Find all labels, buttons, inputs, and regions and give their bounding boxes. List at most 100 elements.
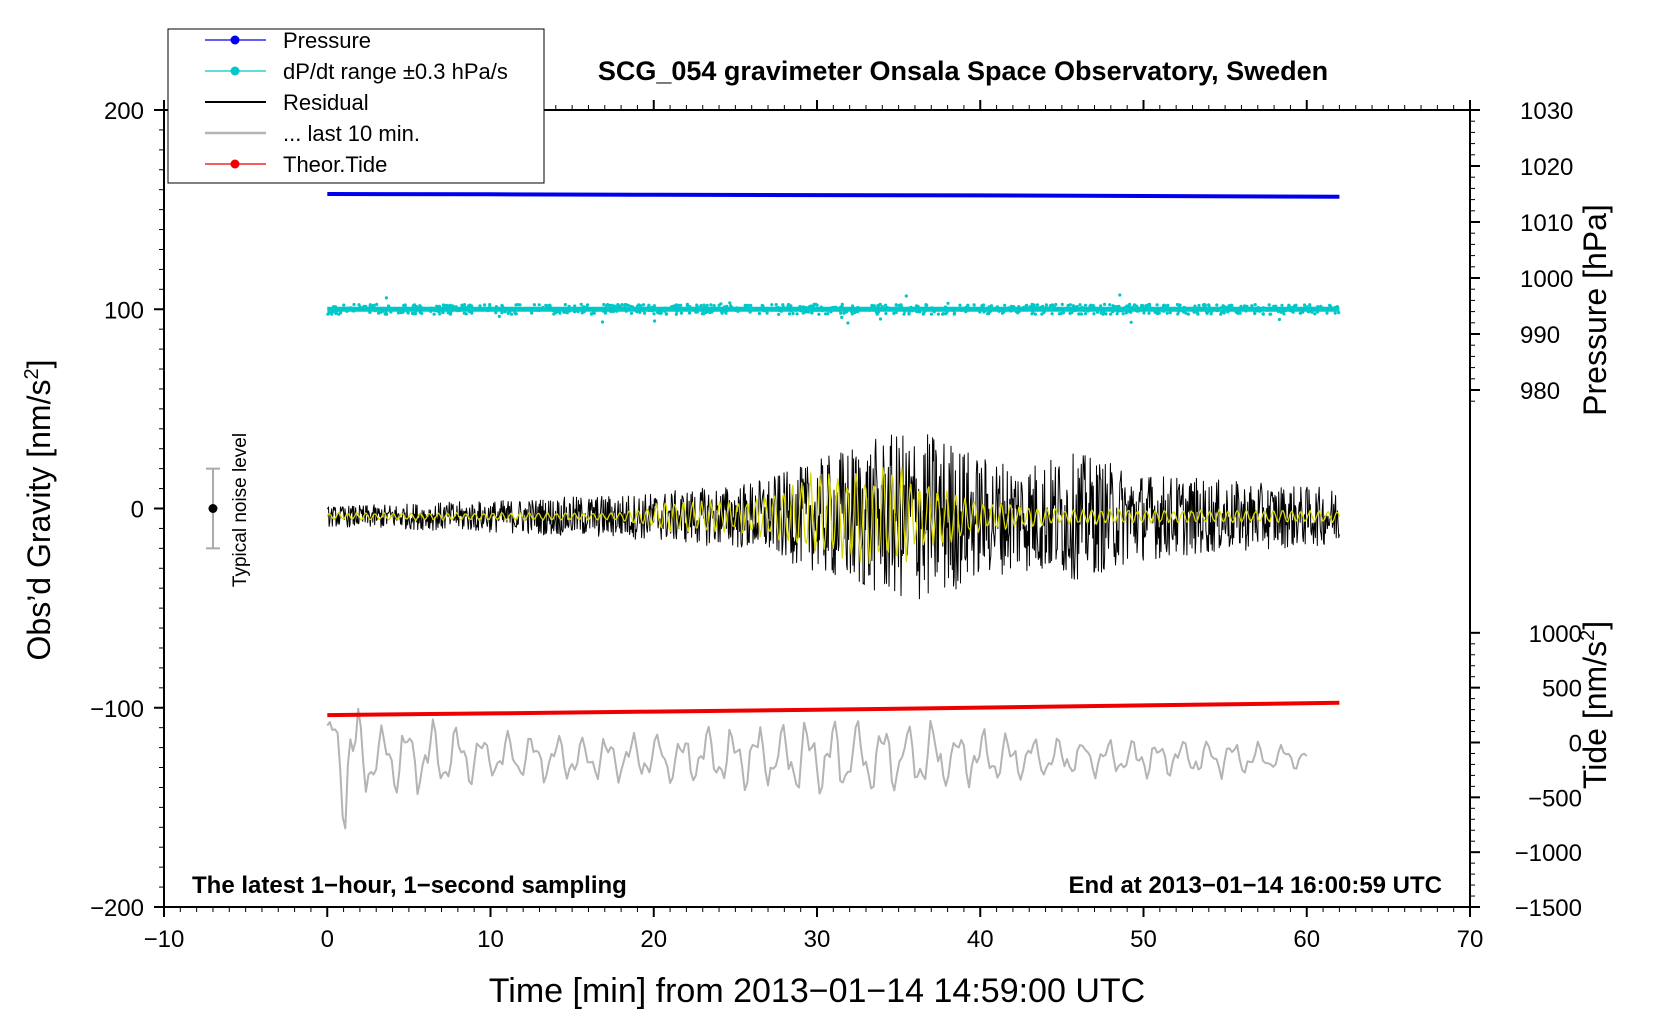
series-dp-dt-range-0-3-hpa-s-point xyxy=(964,305,968,309)
series-dp-dt-range-0-3-hpa-s-point xyxy=(358,305,362,309)
series-dp-dt-range-0-3-hpa-s-point xyxy=(1161,304,1166,308)
pressure-tick-label: 980 xyxy=(1520,378,1560,405)
series-dp-dt-range-0-3-hpa-s-point xyxy=(1030,308,1034,312)
series-dp-dt-range-0-3-hpa-s-point xyxy=(878,302,882,306)
series-dp-dt-range-0-3-hpa-s-point xyxy=(1131,305,1135,309)
series-dp-dt-range-0-3-hpa-s-point xyxy=(375,302,379,306)
x-tick-label: 10 xyxy=(477,926,504,953)
tide-axis-label: Tide [nm/s2] xyxy=(1577,621,1613,789)
series-dp-dt-range-0-3-hpa-s-point xyxy=(789,309,793,313)
series-dp-dt-range-0-3-hpa-s-point xyxy=(376,311,381,315)
series-dp-dt-range-0-3-hpa-s-point xyxy=(607,303,611,307)
series-dp-dt-range-0-3-hpa-s-point xyxy=(677,303,681,307)
series-dp-dt-range-0-3-hpa-s-point xyxy=(888,308,892,312)
series-dp-dt-range-0-3-hpa-s-point xyxy=(362,305,366,309)
series-dp-dt-range-0-3-hpa-s-points xyxy=(326,293,1341,325)
series-dp-dt-range-0-3-hpa-s-point xyxy=(1215,303,1219,307)
series-dp-dt-range-0-3-hpa-s-point xyxy=(1250,308,1254,312)
series-dp-dt-range-0-3-hpa-s-point xyxy=(999,308,1003,312)
series-dp-dt-range-0-3-hpa-s-point xyxy=(884,311,888,316)
series-dp-dt-range-0-3-hpa-s-point xyxy=(615,309,619,313)
series-dp-dt-range-0-3-hpa-s-point xyxy=(1283,309,1288,313)
series-dp-dt-range-0-3-hpa-s-point xyxy=(656,309,660,313)
series-dp-dt-range-0-3-hpa-s-point xyxy=(1314,307,1318,311)
series-dp-dt-range-0-3-hpa-s-point xyxy=(334,305,338,309)
series-dp-dt-range-0-3-hpa-s-point xyxy=(1111,304,1115,308)
series-dp-dt-range-0-3-hpa-s-point xyxy=(1335,306,1339,310)
series-dp-dt-range-0-3-hpa-s-point xyxy=(1234,310,1238,314)
series-dp-dt-range-0-3-hpa-s-point xyxy=(567,304,571,308)
series-dp-dt-range-0-3-hpa-s-point xyxy=(814,302,818,306)
series-dp-dt-range-0-3-hpa-s-point xyxy=(1183,306,1187,310)
series-dp-dt-range-0-3-hpa-s-point xyxy=(1040,312,1044,316)
annotation-bottom-right: End at 2013−01−14 16:00:59 UTC xyxy=(1068,872,1442,899)
series-dp-dt-range-0-3-hpa-s-point xyxy=(516,303,520,307)
series-dp-dt-range-0-3-hpa-s-point xyxy=(791,311,795,316)
series-dp-dt-range-0-3-hpa-s-point xyxy=(1332,306,1337,310)
annotation-bottom-left: The latest 1−hour, 1−second sampling xyxy=(192,872,627,899)
series-dp-dt-range-0-3-hpa-s-point xyxy=(899,303,903,307)
series-dp-dt-range-0-3-hpa-s-point xyxy=(787,312,792,316)
series-dp-dt-range-0-3-hpa-s-point xyxy=(1041,304,1045,308)
series-dp-dt-range-0-3-hpa-s-point xyxy=(637,303,641,307)
series-dp-dt-range-0-3-hpa-s-point xyxy=(414,309,418,313)
series-dp-dt-range-0-3-hpa-s-point xyxy=(1321,307,1325,311)
legend-item-2-label: Residual xyxy=(283,90,369,115)
series-dp-dt-range-0-3-hpa-s-point xyxy=(1269,312,1273,316)
series-dp-dt-range-0-3-hpa-s-point xyxy=(702,303,706,307)
series-dp-dt-range-0-3-hpa-s-point xyxy=(1082,308,1086,313)
series-dp-dt-range-0-3-hpa-s-point xyxy=(1184,311,1188,315)
series-dp-dt-range-0-3-hpa-s-point xyxy=(411,304,415,308)
series-dp-dt-range-0-3-hpa-s-point xyxy=(334,311,338,315)
series-dp-dt-range-0-3-hpa-s-point xyxy=(712,308,716,312)
series-dp-dt-range-0-3-hpa-s-point xyxy=(1326,308,1330,312)
series-dp-dt-range-0-3-hpa-s-point xyxy=(1277,317,1281,322)
tide-tick-label: 500 xyxy=(1542,676,1582,703)
series-dp-dt-range-0-3-hpa-s-point xyxy=(647,303,651,307)
series-dp-dt-range-0-3-hpa-s-point xyxy=(1226,310,1230,314)
series-dp-dt-range-0-3-hpa-s-point xyxy=(1141,304,1145,308)
series-dp-dt-range-0-3-hpa-s-point xyxy=(652,304,657,308)
series-dp-dt-range-0-3-hpa-s-point xyxy=(630,305,635,309)
noise-bar-center xyxy=(208,504,218,513)
legend-item-1-marker xyxy=(230,66,240,76)
series-dp-dt-range-0-3-hpa-s-point xyxy=(1182,310,1186,314)
series-dp-dt-range-0-3-hpa-s-point xyxy=(930,306,934,310)
series-dp-dt-range-0-3-hpa-s-point xyxy=(603,311,608,315)
pressure-tick-label: 990 xyxy=(1520,322,1560,349)
series-dp-dt-range-0-3-hpa-s-point xyxy=(876,304,880,308)
series-dp-dt-range-0-3-hpa-s-point xyxy=(1040,308,1044,312)
series-dp-dt-range-0-3-hpa-s-point xyxy=(1308,303,1312,307)
series-dp-dt-range-0-3-hpa-s-point xyxy=(1195,311,1199,315)
series-dp-dt-range-0-3-hpa-s-point xyxy=(920,307,924,311)
series-dp-dt-range-0-3-hpa-s-point xyxy=(462,303,467,307)
series-dp-dt-range-0-3-hpa-s-point xyxy=(443,307,447,311)
x-tick-label: 60 xyxy=(1293,926,1320,953)
series-dp-dt-range-0-3-hpa-s-point xyxy=(849,309,854,313)
series-dp-dt-range-0-3-hpa-s-point xyxy=(880,305,884,309)
series-dp-dt-range-0-3-hpa-s-point xyxy=(728,301,732,305)
series-dp-dt-range-0-3-hpa-s-point xyxy=(1078,312,1082,316)
series-dp-dt-range-0-3-hpa-s-point xyxy=(712,304,716,308)
series-dp-dt-range-0-3-hpa-s-point xyxy=(1301,310,1305,314)
series-dp-dt-range-0-3-hpa-s-point xyxy=(1315,310,1319,314)
series-dp-dt-range-0-3-hpa-s-point xyxy=(1265,307,1269,311)
series-dp-dt-range-0-3-hpa-s-point xyxy=(722,305,726,309)
series-dp-dt-range-0-3-hpa-s-point xyxy=(373,309,377,313)
series-dp-dt-range-0-3-hpa-s-point xyxy=(1305,305,1309,309)
noise-indicator xyxy=(205,467,220,550)
series-dp-dt-range-0-3-hpa-s-point xyxy=(449,309,453,313)
series-dp-dt-range-0-3-hpa-s-point xyxy=(876,310,880,314)
series-dp-dt-range-0-3-hpa-s-point xyxy=(1316,305,1320,309)
series-residual-filtered-line xyxy=(326,466,1341,565)
series-dp-dt-range-0-3-hpa-s-point xyxy=(342,303,346,307)
y-tick-label: 0 xyxy=(131,497,144,524)
series-dp-dt-range-0-3-hpa-s-point xyxy=(1125,304,1129,308)
series-dp-dt-range-0-3-hpa-s-point xyxy=(902,312,906,316)
series-dp-dt-range-0-3-hpa-s-point xyxy=(563,303,567,307)
y-tick-label: −200 xyxy=(90,895,144,922)
series-dp-dt-range-0-3-hpa-s-point xyxy=(1003,303,1007,307)
series-dp-dt-range-0-3-hpa-s-point xyxy=(777,308,781,312)
series-dp-dt-range-0-3-hpa-s-point xyxy=(685,303,689,307)
series-dp-dt-range-0-3-hpa-s-point xyxy=(1205,310,1209,314)
